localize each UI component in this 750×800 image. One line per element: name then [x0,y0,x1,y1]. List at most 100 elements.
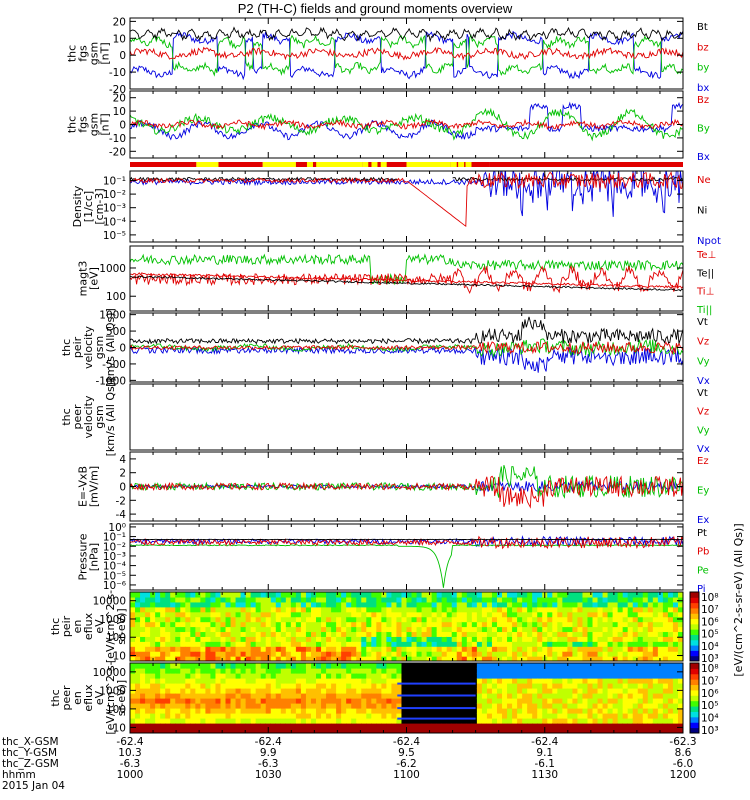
spectrogram-cell [582,703,589,709]
spectrogram-cell [215,592,222,598]
spectrogram-cell [260,693,267,699]
x-row-label: thc_Y-GSM [2,747,57,759]
spectrogram-cell [255,616,262,623]
spectrogram-cell [140,596,146,603]
spectrogram-cell [195,651,201,657]
spectrogram-cell [175,601,181,608]
spectrogram-cell [295,656,302,661]
spectrogram-cell [466,683,473,689]
spectrogram-cell [376,673,382,679]
spectrogram-cell [265,693,272,699]
spectrogram-cell [657,606,664,613]
flag-segment [458,162,465,167]
spectrogram-cell [341,673,347,679]
spectrogram-cell [602,723,609,729]
spectrogram-cell [250,626,257,633]
colorbar-swatch [690,655,699,662]
spectrogram-cell [461,606,468,613]
spectrogram-cell [260,698,267,704]
spectrogram-cell [396,611,403,618]
spectrogram-cell [582,683,589,689]
spectrogram-cell [305,708,312,714]
spectrogram-cell [476,663,483,669]
spectrogram-cell [496,713,503,719]
spectrogram-cell [346,668,352,674]
spectrogram-cell [522,656,528,661]
spectrogram-cell [305,641,312,647]
spectrogram-cell [336,641,342,647]
spectrogram-cell [617,683,624,689]
spectrogram-cell [647,708,654,714]
spectrogram-cell [466,626,473,633]
spectrogram-cell [572,601,579,608]
spectrogram-cell [476,708,483,714]
spectrogram-cell [577,592,584,598]
spectrogram-cell [476,636,483,642]
spectrogram-cell [622,646,629,652]
spectrogram-cell [491,723,498,729]
spectrogram-cell [361,596,367,603]
spectrogram-cell [205,713,212,719]
spectrogram-cell [496,601,503,608]
spectrogram-cell [346,626,352,633]
spectrogram-cell [617,673,624,679]
spectrogram-cell [210,713,217,719]
spectrogram-cell [250,641,257,647]
spectrogram-cell [461,596,468,603]
colorbar-swatch [690,663,699,669]
spectrogram-cell [502,728,508,733]
spectrogram-cell [155,718,161,724]
legend-entry: Ti|| [696,305,712,316]
spectrogram-cell [190,698,196,704]
spectrogram-cell [491,678,498,684]
spectrogram-cell [607,688,614,694]
spectrogram-cell [446,641,453,647]
spectrogram-cell [406,723,413,729]
spectrogram-cell [486,698,493,704]
spectrogram-cell [496,641,503,647]
spectrogram-cell [331,592,337,598]
spectrogram-cell [527,596,533,603]
spectrogram-cell [130,646,136,652]
spectrogram-cell [431,621,438,628]
spectrogram-cell [577,683,584,689]
spectrogram-cell [597,688,604,694]
spectrogram-cell [451,621,458,628]
spectrogram-cell [496,703,503,709]
spectrogram-cell [401,678,408,684]
spectrogram-cell [456,668,463,674]
spectrogram-cell [602,656,609,661]
y-tick-label: 10 [113,106,126,118]
spectrogram-cell [326,688,332,694]
spectrogram-cell [512,698,518,704]
spectrogram-cell [436,621,443,628]
spectrogram-cell [391,631,398,637]
spectrogram-cell [562,641,568,647]
x-tick-label: -62.4 [255,736,282,748]
spectrogram-cell [326,683,332,689]
spectrogram-cell [130,723,136,729]
spectrogram-cell [466,592,473,598]
spectrogram-cell [135,728,141,733]
spectrogram-cell [210,723,217,729]
spectrogram-cell [411,646,418,652]
spectrogram-cell [416,656,423,661]
spectrogram-cell [486,708,493,714]
spectrogram-cell [170,668,176,674]
spectrogram-cell [210,703,217,709]
spectrogram-cell [341,616,347,623]
y-axis-title: peir [60,615,73,637]
spectrogram-cell [391,708,398,714]
spectrogram-cell [310,728,317,733]
spectrogram-cell [361,616,367,623]
spectrogram-cell [210,596,217,603]
spectrogram-cell [632,673,639,679]
spectrogram-cell [240,708,247,714]
y-tick-label: 10000 [93,596,126,608]
colorbar-swatch [690,645,699,651]
spectrogram-cell [321,693,327,699]
spectrogram-cell [552,708,558,714]
spectrogram-cell [245,668,252,674]
colorbar-tick-label: 10⁷ [701,675,719,687]
spectrogram-cell [677,723,683,729]
